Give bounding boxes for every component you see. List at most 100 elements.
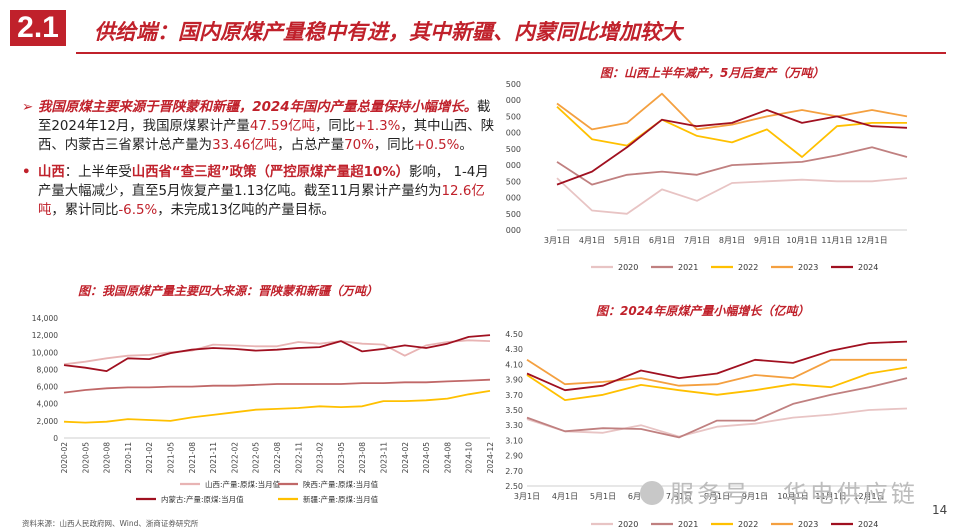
legend-label: 2022 [738, 520, 758, 529]
bullet-text: ，同比 [314, 119, 356, 134]
y-tick-label: 2.50 [505, 482, 523, 491]
x-tick-label: 2024-12 [486, 442, 495, 474]
page-number: 14 [932, 503, 948, 517]
x-tick-label: 5月1日 [590, 492, 616, 501]
series-line- [63, 378, 491, 394]
bullet-text: 。 [459, 138, 473, 153]
legend-label: 陕西:产量:原煤:当月值 [303, 479, 379, 489]
x-tick-label: 7月1日 [684, 236, 710, 245]
series-line- [63, 339, 491, 366]
x-tick-label: 2022-02 [230, 442, 239, 474]
y-tick-label: 8,000 [37, 365, 59, 374]
bullet-text: ，累计同比 [51, 203, 119, 218]
x-tick-label: 2023-08 [358, 442, 367, 474]
y-tick-label: 2.70 [505, 467, 523, 476]
bullet-text: ，其中山西、陕西、内蒙古三省累计总产量为 [38, 119, 495, 153]
x-tick-label: 2020-05 [81, 442, 90, 474]
bullet-text: ，未完成13亿吨的产量目标。 [157, 203, 335, 218]
y-tick-label: 10,000 [32, 348, 58, 357]
arrow-bullet-icon: ➢ [22, 100, 34, 115]
x-tick-label: 3月1日 [544, 236, 570, 245]
x-tick-label: 6月1日 [649, 236, 675, 245]
bullet-text: ：上半年受 [64, 165, 132, 180]
bullet-lead: 我国原煤主要来源于晋陕蒙和新疆，2024年国内产量总量保持小幅增长。 [38, 100, 477, 115]
x-tick-label: 10月1日 [777, 492, 808, 501]
x-tick-label: 11月1日 [821, 236, 852, 245]
y-tick-label: 9,000 [505, 194, 521, 203]
y-tick-label: 9,500 [505, 177, 521, 186]
bullet-text: 截至2024年12月，我国原煤累计产量 [38, 100, 491, 134]
legend-label: 新疆:产量:原煤:当月值 [303, 494, 379, 504]
y-tick-label: 12,000 [505, 96, 521, 105]
x-tick-label: 3月1日 [514, 492, 540, 501]
legend-label: 2020 [618, 520, 638, 529]
legend-label: 2021 [678, 263, 698, 272]
y-tick-label: 8,000 [505, 226, 521, 235]
y-tick-label: 3.90 [505, 376, 523, 385]
series-line- [63, 334, 491, 372]
y-tick-label: 12,000 [32, 331, 58, 340]
bullet-value: 33.46亿吨 [212, 138, 278, 153]
legend-label: 2024 [858, 520, 878, 529]
x-tick-label: 2022-08 [273, 442, 282, 474]
y-tick-label: 2,000 [37, 417, 59, 426]
x-tick-label: 2021-05 [167, 442, 176, 474]
y-tick-label: 11,500 [505, 112, 521, 121]
series-line-2024 [556, 109, 908, 186]
bullet-value: 12.6亿吨 [38, 184, 485, 218]
bullet-shanxi: • 山西：上半年受山西省“查三超”政策（严控原煤产量超10%）影响， 1-4月产… [22, 163, 500, 220]
page-title: 供给端：国内原煤产量稳中有进，其中新疆、内蒙同比增加较大 [94, 20, 682, 44]
x-tick-label: 10月1日 [786, 236, 817, 245]
x-tick-label: 2023-11 [380, 442, 389, 474]
bullet-value: +1.3% [355, 119, 401, 134]
series-line-2023 [556, 92, 908, 131]
legend-label: 2023 [798, 263, 818, 272]
x-tick-label: 2020-02 [60, 442, 69, 474]
x-tick-label: 2022-11 [294, 442, 303, 474]
y-tick-label: 11,000 [505, 129, 521, 138]
series-line-2024 [526, 340, 908, 392]
series-line-2021 [526, 377, 908, 439]
x-tick-label: 12月1日 [856, 236, 887, 245]
legend-label: 2024 [858, 263, 878, 272]
wechat-icon [640, 481, 664, 505]
series-line-2022 [556, 106, 907, 158]
x-tick-label: 2020-11 [124, 442, 133, 474]
header-divider [76, 52, 946, 54]
bullet-value: 47.59亿吨 [249, 119, 315, 134]
y-tick-label: 4.10 [505, 360, 523, 369]
y-tick-label: 4.50 [505, 330, 523, 339]
bullet-lead: 山西 [38, 165, 65, 180]
chart-title-national: 图：2024年原煤产量小幅增长（亿吨） [596, 304, 810, 318]
series-line-2020 [526, 407, 908, 438]
x-tick-label: 7月1日 [666, 492, 692, 501]
y-tick-label: 6,000 [37, 383, 59, 392]
legend-label: 2023 [798, 520, 818, 529]
bullet-text: ，同比 [373, 138, 415, 153]
bullet-text: ，占总产量 [277, 138, 345, 153]
series-line-2021 [556, 146, 908, 186]
source-note: 资料来源：山西人民政府网、Wind、浙商证券研究所 [22, 519, 199, 528]
y-tick-label: 10,500 [505, 145, 521, 154]
x-tick-label: 4月1日 [579, 236, 605, 245]
chart-shanxi: 8,000 8,500 9,000 9,500 10,000 10,500 11,000 11… [505, 80, 908, 272]
header-bar: 2.1 供给端：国内原煤产量稳中有进，其中新疆、内蒙同比增加较大 [0, 0, 956, 58]
x-tick-label: 9月1日 [754, 236, 780, 245]
bullet-text: 影响， 1-4月产量大幅减少，直至5月恢复产量1.13亿吨。截至11月累计产量约… [38, 165, 489, 199]
series-line-2022 [526, 366, 908, 401]
dot-bullet-icon: • [22, 165, 31, 180]
bullet-list: ➢ 我国原煤主要来源于晋陕蒙和新疆，2024年国内产量总量保持小幅增长。截至20… [22, 98, 500, 228]
legend-label: 山西:产量:原煤:当月值 [205, 479, 281, 489]
series-line-2020 [556, 177, 908, 215]
series-line-2023 [526, 358, 907, 387]
chart-title-shanxi: 图：山西上半年减产，5月后复产（万吨） [600, 66, 825, 80]
legend-label: 2020 [618, 263, 638, 272]
y-tick-label: 3.70 [505, 391, 523, 400]
bullet-policy: 山西省“查三超”政策（严控原煤产量超10%） [131, 165, 410, 180]
y-tick-label: 12,500 [505, 80, 521, 89]
legend-label: 2022 [738, 263, 758, 272]
watermark: 服务号 · 华电供应链 [640, 474, 918, 509]
section-number: 2.1 [10, 10, 66, 46]
x-tick-label: 4月1日 [552, 492, 578, 501]
x-tick-label: 2024-10 [465, 442, 474, 474]
